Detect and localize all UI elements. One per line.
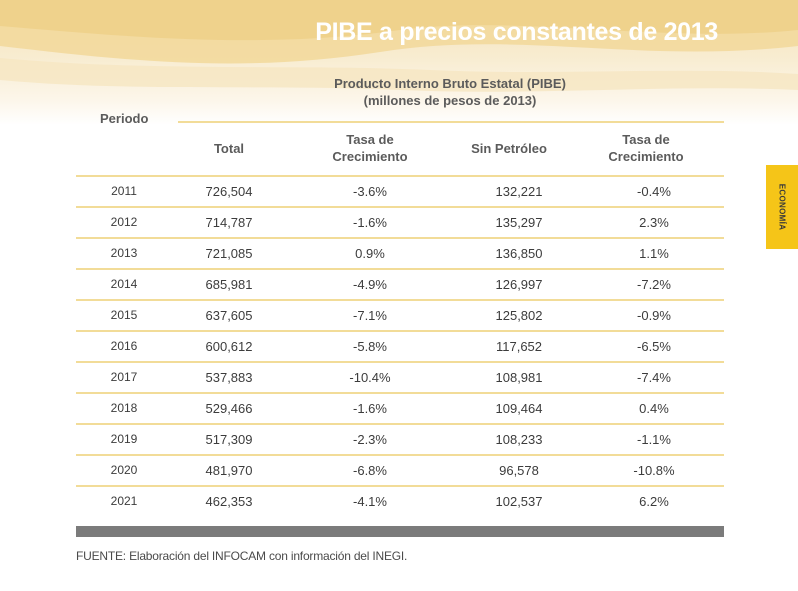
cell-tasa-sin-petroleo: -0.9% <box>637 308 671 323</box>
cell-total: 529,466 <box>205 401 253 416</box>
cell-total: 481,970 <box>205 463 253 478</box>
cell-sin-petroleo: 108,233 <box>495 432 543 447</box>
cell-year: 2021 <box>110 494 138 508</box>
section-tab-label: ECONOMÍA <box>777 183 787 231</box>
cell-sin-petroleo: 125,802 <box>495 308 543 323</box>
table-row: 2016 600,612 -5.8% 117,652 -6.5% <box>76 330 724 361</box>
cell-tasa-sin-petroleo: -7.4% <box>637 370 671 385</box>
cell-total: 462,353 <box>205 494 253 509</box>
table-caption-units: (millones de pesos de 2013) <box>363 93 537 108</box>
cell-tasa-sin-petroleo: -6.5% <box>637 339 671 354</box>
cell-year: 2017 <box>110 370 138 384</box>
cell-year: 2016 <box>110 339 138 353</box>
cell-tasa-sin-petroleo: 2.3% <box>639 215 669 230</box>
cell-tasa-sin-petroleo: -1.1% <box>637 432 671 447</box>
section-tab-economia[interactable]: ECONOMÍA <box>766 165 798 249</box>
cell-sin-petroleo: 126,997 <box>495 277 543 292</box>
col-header-tasa1-line1: Tasa de <box>346 132 394 147</box>
cell-tasa-sin-petroleo: 6.2% <box>639 494 669 509</box>
cell-tasa-total: -2.3% <box>353 432 387 447</box>
cell-year: 2020 <box>110 463 138 477</box>
cell-tasa-total: -4.9% <box>353 277 387 292</box>
cell-year: 2014 <box>110 277 138 291</box>
cell-total: 637,605 <box>205 308 253 323</box>
cell-total: 600,612 <box>205 339 253 354</box>
page-title: PIBE a precios constantes de 2013 <box>315 18 718 46</box>
cell-tasa-total: -4.1% <box>353 494 387 509</box>
cell-total: 726,504 <box>205 184 253 199</box>
cell-tasa-sin-petroleo: 1.1% <box>639 246 669 261</box>
cell-tasa-sin-petroleo: -0.4% <box>637 184 671 199</box>
pibe-table: 2011 726,504 -3.6% 132,221 -0.4% 2012 71… <box>76 175 724 516</box>
table-bottom-bar <box>76 526 724 537</box>
cell-tasa-total: -3.6% <box>353 184 387 199</box>
cell-tasa-sin-petroleo: 0.4% <box>639 401 669 416</box>
cell-tasa-total: -1.6% <box>353 215 387 230</box>
cell-total: 685,981 <box>205 277 253 292</box>
cell-sin-petroleo: 132,221 <box>495 184 543 199</box>
cell-tasa-sin-petroleo: -10.8% <box>633 463 675 478</box>
cell-sin-petroleo: 117,652 <box>495 339 543 354</box>
cell-tasa-total: -7.1% <box>353 308 387 323</box>
cell-tasa-total: 0.9% <box>355 246 385 261</box>
cell-year: 2012 <box>110 215 138 229</box>
cell-year: 2015 <box>110 308 138 322</box>
cell-year: 2019 <box>110 432 138 446</box>
table-row: 2019 517,309 -2.3% 108,233 -1.1% <box>76 423 724 454</box>
cell-sin-petroleo: 109,464 <box>495 401 543 416</box>
table-row: 2011 726,504 -3.6% 132,221 -0.4% <box>76 175 724 206</box>
col-header-tasa2: Tasa de Crecimiento <box>576 131 716 165</box>
period-header: Periodo <box>100 111 149 126</box>
cell-tasa-total: -1.6% <box>353 401 387 416</box>
header-rule <box>178 121 724 123</box>
cell-tasa-total: -6.8% <box>353 463 387 478</box>
table-row: 2021 462,353 -4.1% 102,537 6.2% <box>76 485 724 516</box>
col-header-tasa1-line2: Crecimiento <box>332 149 408 164</box>
col-header-tasa2-line2: Crecimiento <box>608 149 684 164</box>
cell-sin-petroleo: 136,850 <box>495 246 543 261</box>
cell-total: 714,787 <box>205 215 253 230</box>
cell-tasa-total: -5.8% <box>353 339 387 354</box>
cell-year: 2011 <box>111 184 137 198</box>
table-row: 2012 714,787 -1.6% 135,297 2.3% <box>76 206 724 237</box>
col-header-tasa2-line1: Tasa de <box>622 132 670 147</box>
source-note: FUENTE: Elaboración del INFOCAM con info… <box>76 549 408 563</box>
cell-sin-petroleo: 108,981 <box>495 370 543 385</box>
table-row: 2018 529,466 -1.6% 109,464 0.4% <box>76 392 724 423</box>
table-row: 2015 637,605 -7.1% 125,802 -0.9% <box>76 299 724 330</box>
cell-sin-petroleo: 102,537 <box>495 494 543 509</box>
cell-total: 517,309 <box>205 432 253 447</box>
table-caption-title: Producto Interno Bruto Estatal (PIBE) <box>334 76 566 91</box>
cell-tasa-sin-petroleo: -7.2% <box>637 277 671 292</box>
table-row: 2017 537,883 -10.4% 108,981 -7.4% <box>76 361 724 392</box>
cell-year: 2013 <box>110 246 138 260</box>
banner-waves <box>0 0 798 92</box>
col-header-total: Total <box>213 141 245 156</box>
cell-sin-petroleo: 135,297 <box>495 215 543 230</box>
col-header-sin-petroleo: Sin Petróleo <box>471 141 547 156</box>
cell-year: 2018 <box>110 401 138 415</box>
header-banner: PIBE a precios constantes de 2013 <box>0 0 798 125</box>
cell-total: 537,883 <box>205 370 253 385</box>
cell-tasa-total: -10.4% <box>349 370 391 385</box>
col-header-tasa1: Tasa de Crecimiento <box>286 131 454 165</box>
cell-sin-petroleo: 96,578 <box>499 463 539 478</box>
cell-total: 721,085 <box>205 246 253 261</box>
table-row: 2014 685,981 -4.9% 126,997 -7.2% <box>76 268 724 299</box>
table-row: 2013 721,085 0.9% 136,850 1.1% <box>76 237 724 268</box>
table-row: 2020 481,970 -6.8% 96,578 -10.8% <box>76 454 724 485</box>
